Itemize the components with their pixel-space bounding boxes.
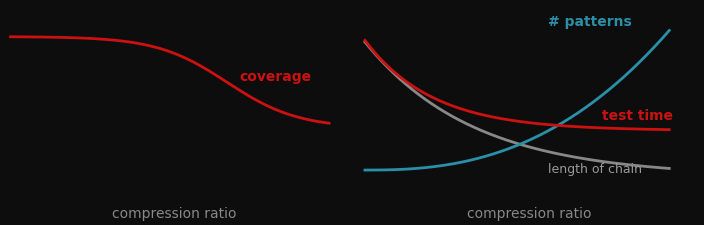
- Text: coverage: coverage: [240, 70, 312, 84]
- Text: length of chain: length of chain: [548, 163, 641, 176]
- X-axis label: compression ratio: compression ratio: [113, 207, 237, 221]
- Text: # patterns: # patterns: [548, 15, 631, 29]
- X-axis label: compression ratio: compression ratio: [467, 207, 591, 221]
- Text: test time: test time: [603, 109, 673, 123]
